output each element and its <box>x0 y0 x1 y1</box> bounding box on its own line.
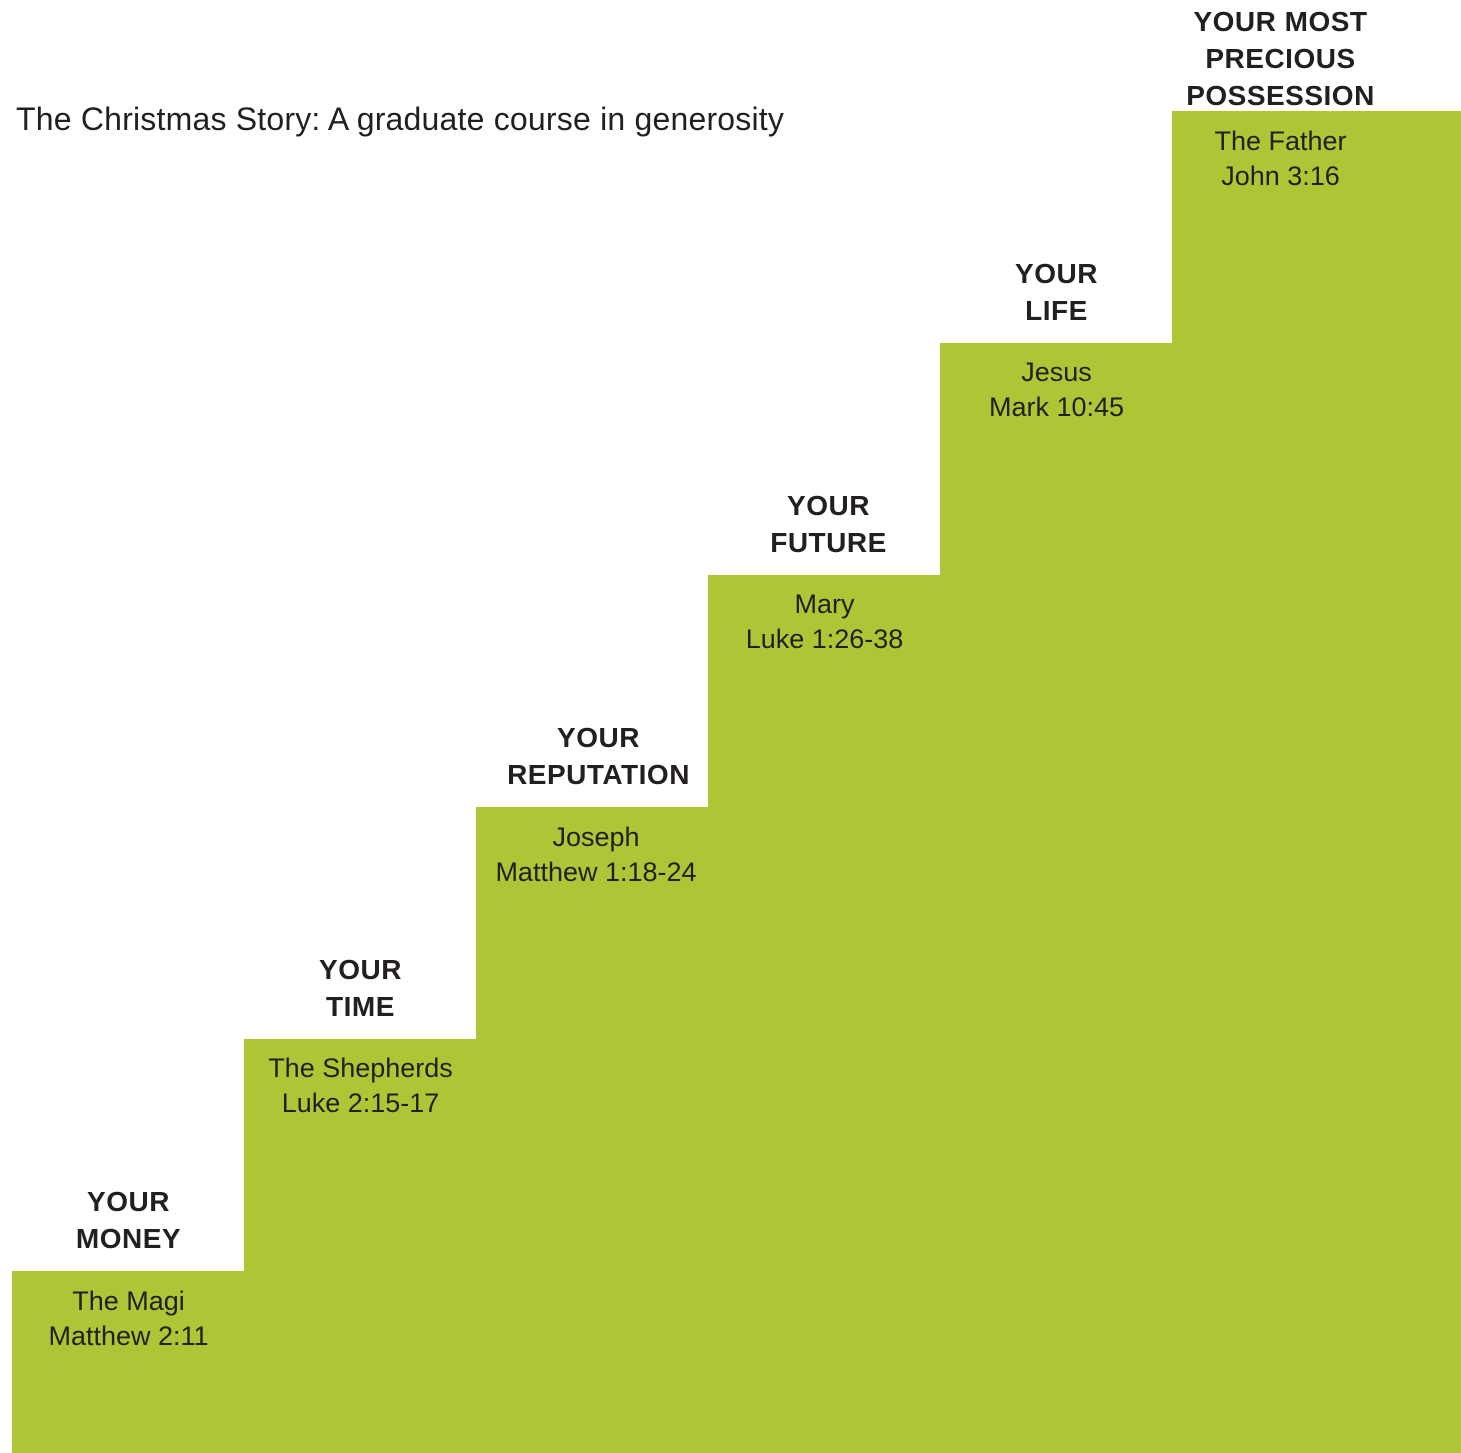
step-heading-line: YOUR MOST <box>1193 6 1368 37</box>
step-giver: Joseph <box>552 822 640 852</box>
step-block-time <box>244 1039 477 1453</box>
step-giver: Mary <box>794 589 855 619</box>
step-block-money <box>12 1271 245 1453</box>
step-heading-future: YOUR FUTURE <box>712 487 945 561</box>
step-block-future <box>708 575 941 1453</box>
step-giver: The Father <box>1214 126 1347 156</box>
step-heading-life: YOUR LIFE <box>940 255 1173 329</box>
step-caption-money: The Magi Matthew 2:11 <box>12 1284 245 1354</box>
step-caption-possession: The Father John 3:16 <box>1172 124 1389 194</box>
step-caption-future: Mary Luke 1:26-38 <box>708 587 941 657</box>
step-heading-line: YOUR <box>1015 258 1098 289</box>
step-heading-line: REPUTATION <box>507 759 690 790</box>
step-caption-time: The Shepherds Luke 2:15-17 <box>244 1051 477 1121</box>
step-reference: Matthew 2:11 <box>48 1321 209 1351</box>
step-caption-reputation: Joseph Matthew 1:18-24 <box>476 820 716 890</box>
step-heading-line: YOUR <box>557 722 640 753</box>
step-block-possession <box>1172 111 1461 1453</box>
step-caption-life: Jesus Mark 10:45 <box>940 355 1173 425</box>
step-reference: Matthew 1:18-24 <box>495 857 697 887</box>
step-reference: Luke 1:26-38 <box>745 624 904 654</box>
step-reference: John 3:16 <box>1221 161 1340 191</box>
step-giver: The Magi <box>72 1286 185 1316</box>
step-reference: Luke 2:15-17 <box>281 1088 440 1118</box>
step-heading-reputation: YOUR REPUTATION <box>476 719 721 793</box>
step-heading-money: YOUR MONEY <box>12 1183 245 1257</box>
step-heading-line: PRECIOUS <box>1205 43 1356 74</box>
step-block-reputation <box>476 807 709 1453</box>
step-block-life <box>940 343 1173 1453</box>
step-heading-line: FUTURE <box>770 527 887 558</box>
page-title: The Christmas Story: A graduate course i… <box>16 101 785 137</box>
step-giver: Jesus <box>1021 357 1092 387</box>
step-heading-line: TIME <box>326 991 395 1022</box>
step-heading-line: POSSESSION <box>1186 80 1375 111</box>
step-heading-line: YOUR <box>87 1186 170 1217</box>
step-heading-line: YOUR <box>787 490 870 521</box>
step-heading-line: MONEY <box>75 1223 182 1254</box>
step-heading-time: YOUR TIME <box>244 951 477 1025</box>
step-heading-possession: YOUR MOST PRECIOUS POSSESSION <box>1168 3 1393 114</box>
step-heading-line: YOUR <box>319 954 402 985</box>
step-reference: Mark 10:45 <box>988 392 1125 422</box>
step-heading-line: LIFE <box>1025 295 1088 326</box>
step-giver: The Shepherds <box>268 1053 453 1083</box>
